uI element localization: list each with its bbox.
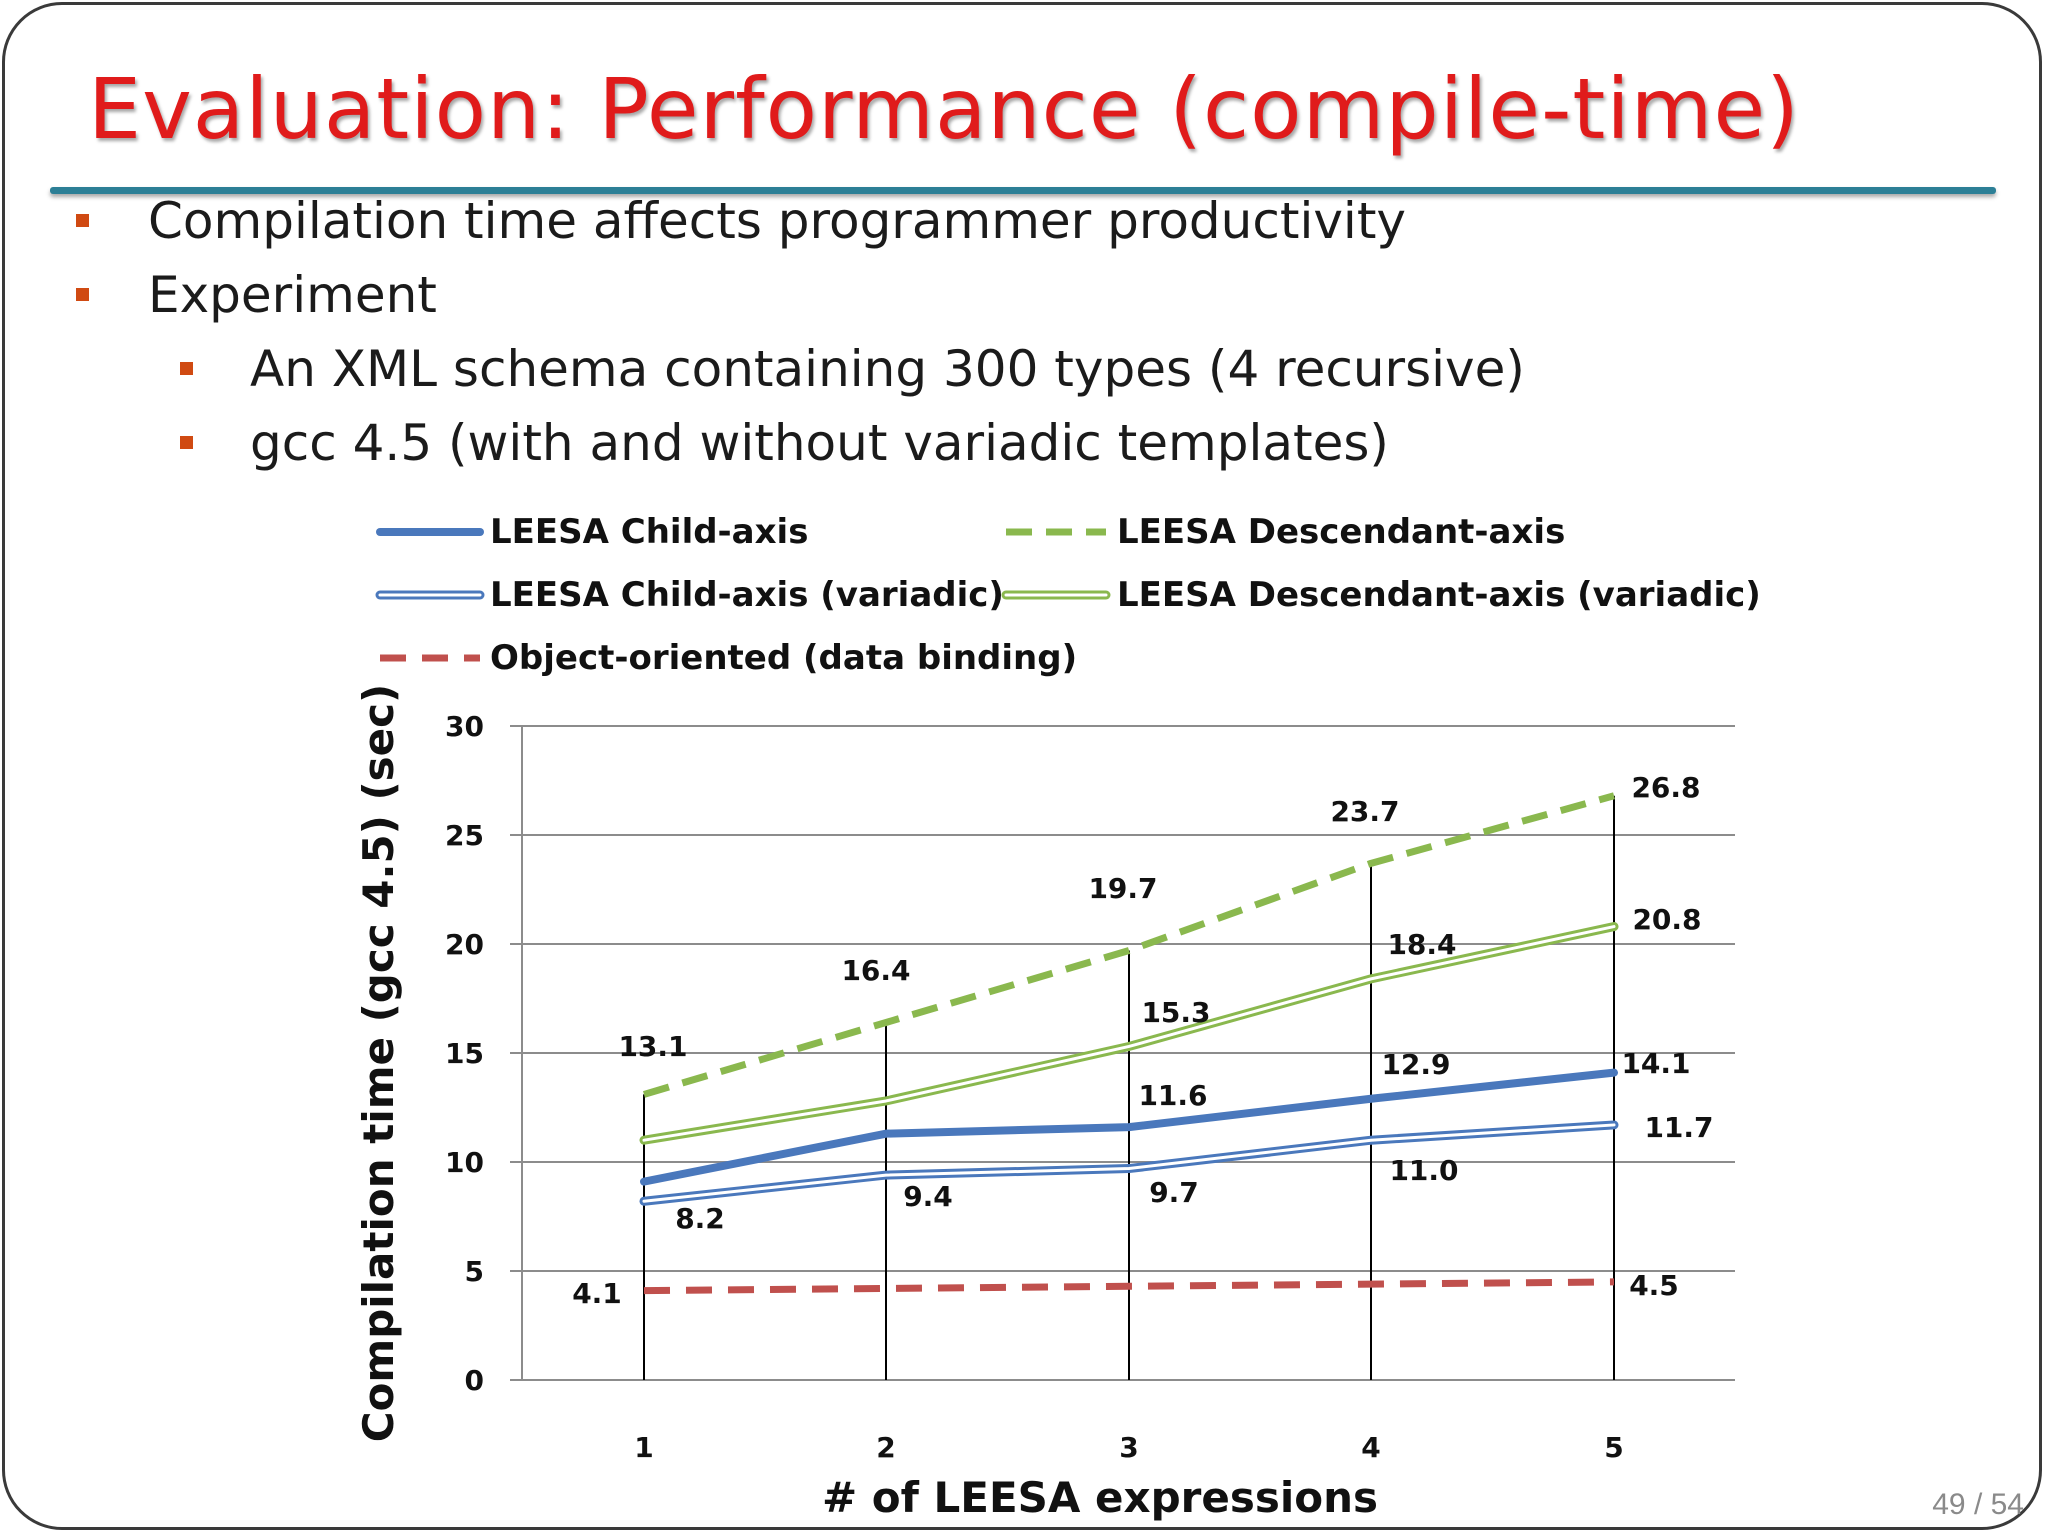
bullet-item: Experiment <box>76 266 437 324</box>
data-label: 4.1 <box>572 1277 622 1310</box>
bullet-marker <box>180 362 193 375</box>
bullet-marker <box>76 214 89 227</box>
data-label: 8.2 <box>675 1202 725 1235</box>
data-label: 20.8 <box>1632 903 1701 936</box>
y-tick-label: 30 <box>445 710 484 743</box>
bullet-marker <box>180 436 193 449</box>
x-tick-label: 1 <box>634 1431 653 1464</box>
data-label: 9.4 <box>903 1180 953 1213</box>
x-tick-label: 2 <box>876 1431 895 1464</box>
data-label: 15.3 <box>1141 996 1210 1029</box>
data-label: 12.9 <box>1381 1048 1450 1081</box>
data-label: 11.7 <box>1644 1111 1713 1144</box>
y-tick-label: 20 <box>445 928 484 961</box>
data-label: 11.6 <box>1138 1079 1207 1112</box>
title-rule <box>50 187 1996 194</box>
x-tick-label: 4 <box>1361 1431 1380 1464</box>
y-tick-label: 10 <box>445 1146 484 1179</box>
data-label: 4.5 <box>1629 1269 1679 1302</box>
legend-label: LEESA Descendant-axis <box>1117 512 1565 552</box>
y-tick-label: 25 <box>445 819 484 852</box>
y-tick-label: 5 <box>465 1255 484 1288</box>
sub-bullet-item: An XML schema containing 300 types (4 re… <box>180 340 1525 398</box>
bullet-text: gcc 4.5 (with and without variadic templ… <box>250 414 1389 472</box>
data-label: 19.7 <box>1088 872 1157 905</box>
legend-label: LEESA Descendant-axis (variadic) <box>1117 575 1761 615</box>
y-tick-label: 15 <box>445 1037 484 1070</box>
y-axis-title: Compilation time (gcc 4.5) (sec) <box>354 684 403 1443</box>
x-axis-title: # of LEESA expressions <box>822 1473 1378 1522</box>
legend-label: Object-oriented (data binding) <box>490 638 1077 678</box>
slide-title: Evaluation: Performance (compile-time) <box>88 60 1800 158</box>
bullet-text: An XML schema containing 300 types (4 re… <box>250 340 1525 398</box>
bullet-marker <box>76 288 89 301</box>
x-tick-label: 5 <box>1604 1431 1623 1464</box>
legend-label: LEESA Child-axis <box>490 512 808 552</box>
data-label: 14.1 <box>1621 1047 1690 1080</box>
page-number: 49 / 54 <box>1932 1488 2024 1521</box>
y-tick-label: 0 <box>465 1364 484 1397</box>
bullet-text: Compilation time affects programmer prod… <box>148 192 1407 250</box>
data-label: 18.4 <box>1387 928 1456 961</box>
data-label: 13.1 <box>618 1030 687 1063</box>
data-label: 16.4 <box>841 954 910 987</box>
legend-label: LEESA Child-axis (variadic) <box>490 575 1004 615</box>
sub-bullet-item: gcc 4.5 (with and without variadic templ… <box>180 414 1389 472</box>
bullet-item: Compilation time affects programmer prod… <box>76 192 1407 250</box>
data-label: 11.0 <box>1389 1154 1458 1187</box>
bullet-text: Experiment <box>148 266 437 324</box>
data-label: 23.7 <box>1330 795 1399 828</box>
data-label: 9.7 <box>1149 1176 1199 1209</box>
x-tick-label: 3 <box>1119 1431 1138 1464</box>
data-label: 26.8 <box>1631 771 1700 804</box>
